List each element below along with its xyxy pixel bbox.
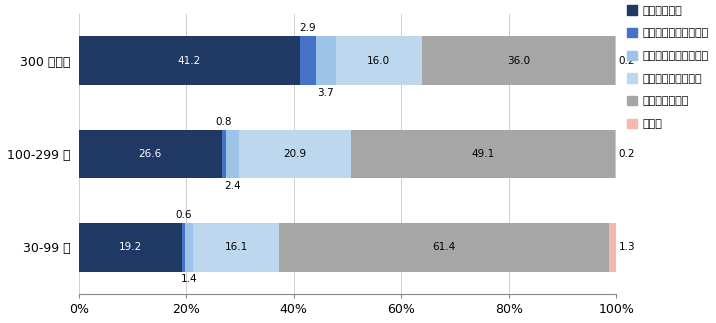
Bar xyxy=(239,130,352,178)
Bar xyxy=(182,223,185,272)
Text: 2.9: 2.9 xyxy=(300,24,316,34)
Text: 1.4: 1.4 xyxy=(180,275,197,285)
Bar xyxy=(336,36,422,85)
Bar xyxy=(79,130,222,178)
Bar xyxy=(316,36,336,85)
Text: 0.2: 0.2 xyxy=(619,149,635,159)
Text: 0.6: 0.6 xyxy=(175,210,192,220)
Text: 20.9: 20.9 xyxy=(284,149,306,159)
Text: 2.4: 2.4 xyxy=(224,181,241,191)
Text: 19.2: 19.2 xyxy=(119,242,142,252)
Bar xyxy=(352,130,615,178)
Bar xyxy=(615,36,616,85)
Bar xyxy=(193,223,279,272)
Text: 61.4: 61.4 xyxy=(432,242,456,252)
Legend: 導入している, 具体的に導入予定あり, １年以内の導入を検討, 将来的に導入を検討, 導入予定はない, 無回答: 導入している, 具体的に導入予定あり, １年以内の導入を検討, 将来的に導入を検… xyxy=(627,5,709,129)
Bar xyxy=(300,36,316,85)
Bar xyxy=(279,223,609,272)
Text: 0.2: 0.2 xyxy=(619,56,635,66)
Text: 49.1: 49.1 xyxy=(472,149,495,159)
Text: 0.8: 0.8 xyxy=(216,117,232,127)
Text: 36.0: 36.0 xyxy=(507,56,530,66)
Bar xyxy=(615,130,616,178)
Bar xyxy=(185,223,193,272)
Text: 26.6: 26.6 xyxy=(139,149,162,159)
Bar xyxy=(222,130,226,178)
Bar xyxy=(79,223,182,272)
Text: 16.1: 16.1 xyxy=(224,242,248,252)
Bar xyxy=(609,223,616,272)
Bar xyxy=(422,36,615,85)
Bar xyxy=(79,36,300,85)
Text: 3.7: 3.7 xyxy=(317,88,334,98)
Text: 41.2: 41.2 xyxy=(178,56,201,66)
Bar xyxy=(226,130,239,178)
Text: 1.3: 1.3 xyxy=(619,242,636,252)
Text: 16.0: 16.0 xyxy=(367,56,390,66)
